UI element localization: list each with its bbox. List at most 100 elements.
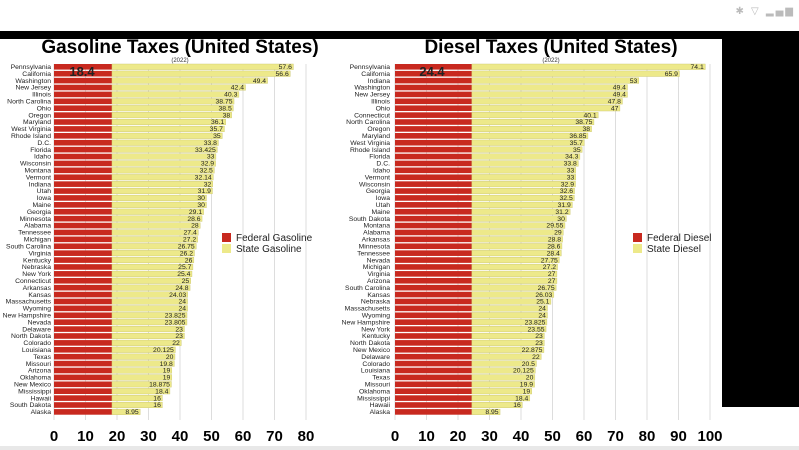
state-bar bbox=[111, 236, 198, 243]
category-label: Mississippi bbox=[18, 388, 51, 395]
federal-bar bbox=[395, 174, 472, 181]
federal-bar bbox=[54, 208, 112, 215]
state-bar bbox=[111, 346, 176, 353]
state-bar bbox=[471, 84, 628, 91]
x-tick-label: 70 bbox=[266, 428, 283, 445]
status-icons: ✱ ▽ ▂▄▆ bbox=[735, 6, 795, 17]
state-bar bbox=[111, 91, 240, 98]
federal-bar bbox=[395, 195, 472, 201]
data-label: 28.6 bbox=[547, 243, 560, 250]
state-bar bbox=[111, 63, 294, 70]
category-label: New Hampshire bbox=[342, 319, 391, 326]
state-bar bbox=[111, 70, 291, 77]
state-bar bbox=[471, 132, 589, 139]
federal-bar bbox=[395, 402, 472, 408]
state-bar bbox=[471, 408, 501, 415]
federal-bar bbox=[54, 340, 112, 346]
data-label: 19 bbox=[163, 375, 171, 382]
data-label: 40.1 bbox=[583, 112, 596, 119]
state-bar bbox=[111, 326, 185, 333]
state-bar bbox=[471, 222, 566, 229]
state-bar bbox=[111, 98, 235, 105]
right-black-panel bbox=[722, 31, 799, 407]
category-label: New Mexico bbox=[14, 381, 51, 388]
category-label: Alaska bbox=[370, 409, 391, 416]
state-bar bbox=[111, 250, 195, 257]
state-bar bbox=[111, 105, 234, 112]
federal-bar bbox=[54, 326, 112, 332]
federal-bar bbox=[54, 160, 112, 167]
federal-bar bbox=[54, 250, 112, 256]
state-bar bbox=[111, 77, 268, 84]
category-label: Michigan bbox=[363, 264, 390, 271]
state-bar bbox=[111, 332, 185, 339]
chart-subtitle: (2022) bbox=[542, 58, 559, 64]
state-bar bbox=[471, 326, 547, 333]
data-label: 49.4 bbox=[253, 78, 266, 85]
data-label: 56.6 bbox=[276, 71, 289, 78]
data-label: 33.8 bbox=[204, 140, 217, 147]
category-label: Louisiana bbox=[22, 347, 51, 354]
category-label: Rhode Island bbox=[11, 133, 51, 140]
data-label: 38.5 bbox=[219, 105, 232, 112]
category-label: Arkansas bbox=[362, 237, 391, 244]
data-label: 29.1 bbox=[189, 209, 202, 216]
data-label: 16 bbox=[153, 402, 161, 409]
category-label: Wisconsin bbox=[359, 181, 390, 188]
category-label: North Carolina bbox=[7, 99, 51, 106]
category-label: Ohio bbox=[376, 105, 391, 112]
legend-label-state: State Diesel bbox=[647, 244, 701, 255]
category-label: Iowa bbox=[37, 195, 52, 202]
federal-bar bbox=[54, 181, 112, 187]
federal-bar bbox=[54, 229, 112, 236]
data-label: 32 bbox=[204, 181, 212, 188]
category-label: South Carolina bbox=[345, 285, 390, 292]
category-label: Virginia bbox=[28, 250, 51, 257]
data-label: 8.95 bbox=[125, 409, 138, 416]
category-label: Rhode Island bbox=[350, 147, 390, 154]
federal-bar bbox=[54, 257, 112, 263]
data-label: 36.1 bbox=[211, 119, 224, 126]
federal-bar bbox=[54, 146, 112, 153]
federal-bar bbox=[395, 264, 472, 270]
category-label: South Dakota bbox=[349, 216, 390, 223]
federal-bar bbox=[395, 298, 472, 305]
data-label: 42.4 bbox=[231, 85, 244, 92]
category-label: Georgia bbox=[366, 188, 390, 195]
data-label: 31.2 bbox=[555, 209, 568, 216]
federal-bar bbox=[54, 195, 112, 201]
federal-bar bbox=[395, 139, 472, 146]
data-label: 47.8 bbox=[608, 99, 621, 106]
federal-bar bbox=[395, 243, 472, 250]
federal-bar bbox=[395, 326, 472, 332]
federal-bar bbox=[395, 236, 472, 243]
category-label: Nevada bbox=[28, 319, 52, 326]
federal-bar bbox=[395, 91, 472, 98]
state-bar bbox=[471, 208, 571, 215]
category-label: Kentucky bbox=[23, 257, 52, 264]
data-label: 23 bbox=[175, 333, 183, 340]
state-bar bbox=[471, 112, 599, 119]
category-label: West Virginia bbox=[11, 126, 51, 133]
category-label: Virginia bbox=[367, 271, 390, 278]
state-bar bbox=[111, 284, 191, 291]
category-label: South Dakota bbox=[10, 402, 51, 409]
federal-bar bbox=[54, 91, 112, 98]
data-label: 23.55 bbox=[528, 326, 545, 333]
state-bar bbox=[471, 174, 577, 181]
category-label: Vermont bbox=[365, 174, 390, 181]
x-tick-label: 20 bbox=[109, 428, 126, 445]
data-label: 18.4 bbox=[515, 395, 528, 402]
x-tick-label: 50 bbox=[544, 428, 561, 445]
federal-bar bbox=[54, 381, 112, 388]
legend-swatch-federal bbox=[222, 233, 231, 242]
category-label: Texas bbox=[33, 354, 51, 361]
state-bar bbox=[111, 222, 201, 229]
data-label: 33 bbox=[567, 174, 575, 181]
data-label: 19 bbox=[163, 368, 171, 375]
state-bar bbox=[111, 243, 197, 250]
federal-bar bbox=[395, 346, 472, 353]
federal-bar bbox=[395, 353, 472, 360]
category-label: Oklahoma bbox=[20, 375, 51, 382]
x-tick-label: 40 bbox=[513, 428, 530, 445]
